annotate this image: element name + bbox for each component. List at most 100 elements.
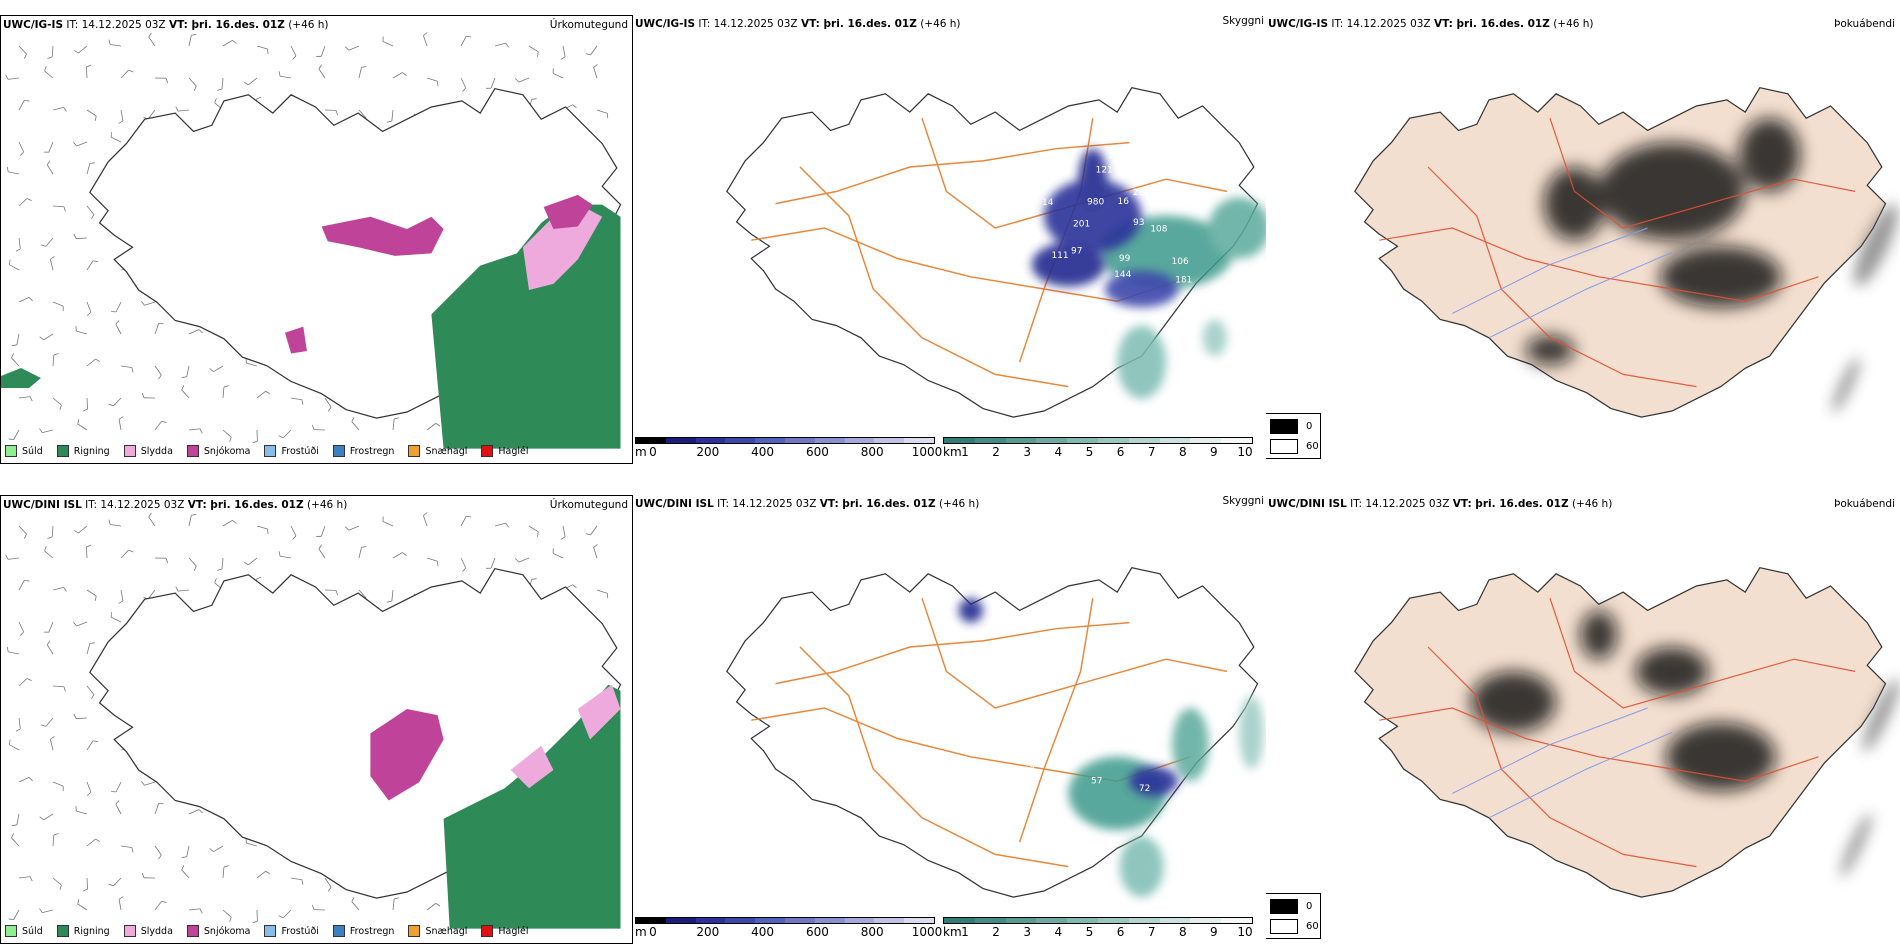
colorbar-tick: 7 [1147,925,1156,939]
colorbar-tick: 5 [1085,925,1094,939]
fog-map [1354,87,1898,418]
colorbar-tick: 10 [1237,445,1253,459]
legend-label: Frostúði [281,445,319,457]
colorbar-tick: 8 [1178,445,1187,459]
rain-area [431,204,621,449]
cloud-base-label: 980 [1087,198,1104,208]
colorbar-tick: 3 [1023,445,1032,459]
height-colorbar-1: m 0 200 400 600 800 1000 [635,437,942,461]
legend-swatch [332,925,345,937]
fog-panel-1: UWC/IG-IS IT: 14.12.2025 03Z VT: þri. 16… [1266,15,1900,464]
precip-type-legend: Súld Rigning Slydda Snjókoma Frostúði Frostre… [5,445,543,457]
colorbar-tick: 1000 [911,445,943,459]
cloud-base-label: 72 [1139,784,1150,794]
colorbar-tick: 2 [992,925,1000,939]
fog-swatch [1270,899,1298,914]
legend-item: Súld [5,445,43,457]
colorbar-tick: 5 [1085,445,1094,459]
colorbar-tick: 3 [1023,925,1032,939]
colorbar-tick: 200 [696,925,720,939]
cloud-base-label: 16 [1117,197,1129,207]
precip-type-panel-2: UWC/DINI ISL IT: 14.12.2025 03Z VT: þri.… [0,495,633,944]
colorbar-tick: 6 [1116,925,1125,939]
panel-title: Þokuábendi [1834,498,1895,510]
legend-label: Súld [22,925,43,937]
panel-title: Úrkomutegund [549,19,628,31]
colorbar-tick: 4 [1054,445,1063,459]
legend-swatch [408,445,421,457]
cloud-base-label: 111 [1051,251,1068,261]
legend-label: Haglél [498,445,529,457]
panel-title: Skyggni [1222,15,1265,27]
height-colorbar-2: m 0 200 400 600 800 1000 [635,917,942,941]
sleet-area [522,207,603,290]
legend-swatch [123,925,136,937]
panel-header: UWC/DINI ISL IT: 14.12.2025 03Z VT: þri.… [1268,498,1613,510]
colorbar-tick: 1000 [911,925,943,939]
cloud-base-label: 14 [1042,198,1054,208]
panel-title: Þokuábendi [1834,18,1895,30]
legend-item: Rigning [56,925,110,937]
legend-label: Slydda [140,925,173,937]
legend-label: Haglél [498,925,529,937]
fog-legend-2: 0 60 [1266,893,1321,939]
snow-area-2 [543,194,593,229]
cloud-base-label: 28 [1133,188,1145,198]
legend-label: Frostregn [349,925,395,937]
fog-panel-2: UWC/DINI ISL IT: 14.12.2025 03Z VT: þri.… [1266,495,1900,944]
legend-swatch [408,925,421,937]
legend-item: Frostregn [332,445,395,457]
legend-swatch [481,925,494,937]
precip-areas [370,684,621,929]
legend-label: Slydda [140,445,173,457]
legend-label: Frostregn [349,445,395,457]
legend-item: Slydda [123,445,173,457]
legend-swatch [264,445,277,457]
legend-swatch [332,445,345,457]
colorbar-tick: 10 [1237,925,1253,939]
legend-item: Snjókoma [186,445,251,457]
visibility-colorbar-2: km 1 2 3 4 5 6 7 8 9 10 [943,917,1253,941]
panel-header: UWC/DINI ISL IT: 14.12.2025 03Z VT: þri.… [635,498,980,510]
cloud-base-map: 16 57 484 136 27 684 72 [726,567,1264,898]
cloud-base-label: 27 [1024,766,1035,776]
panel-header: UWC/IG-IS IT: 14.12.2025 03Z VT: þri. 16… [1268,18,1594,30]
cloud-base-label: 108 [1150,224,1167,234]
cloud-base-label: 684 [1137,727,1154,737]
colorbar-tick: 600 [805,445,829,459]
cloud-base-label: 181 [1175,276,1192,286]
legend-item: Súld [5,925,43,937]
colorbar-tick: 6 [1116,445,1125,459]
cloud-base-label: 144 [1114,270,1131,280]
colorbar-tick: 7 [1147,445,1156,459]
cloud-base-label: 93 [1133,218,1144,228]
panel-header: UWC/DINI ISL IT: 14.12.2025 03Z VT: þri.… [3,499,348,511]
legend-item: Snæhagl [408,925,467,937]
panel-title: Úrkomutegund [549,499,628,511]
legend-swatch [481,445,494,457]
cloud-base-label: 108 [1108,151,1125,161]
legend-item: Snjókoma [186,925,251,937]
legend-item: Frostregn [332,925,395,937]
legend-label: Snjókoma [203,445,251,457]
colorbar-tick: 400 [751,925,775,939]
legend-item: Haglél [481,925,529,937]
colorbar-tick: 1 [961,925,969,939]
fog-map [1354,567,1900,898]
precip-type-panel-1: UWC/IG-IS IT: 14.12.2025 03Z VT: þri. 16… [0,15,633,464]
colorbar-tick: 1 [961,445,969,459]
legend-label: Snæhagl [425,445,468,457]
cloud-base-label: 99 [1119,254,1131,264]
cloud-base-label: 106 [1172,257,1189,267]
legend-swatch [264,925,277,937]
legend-swatch [5,445,17,457]
legend-label: Frostúði [281,925,319,937]
panel-header: UWC/IG-IS IT: 14.12.2025 03Z VT: þri. 16… [635,18,961,30]
legend-item: Slydda [123,925,173,937]
colorbar-tick: 600 [805,925,829,939]
legend-label: Snjókoma [203,925,251,937]
legend-swatch [5,925,17,937]
colorbar-tick: 9 [1210,925,1218,939]
legend-swatch [123,445,136,457]
cloud-base-label: 201 [1073,219,1090,229]
